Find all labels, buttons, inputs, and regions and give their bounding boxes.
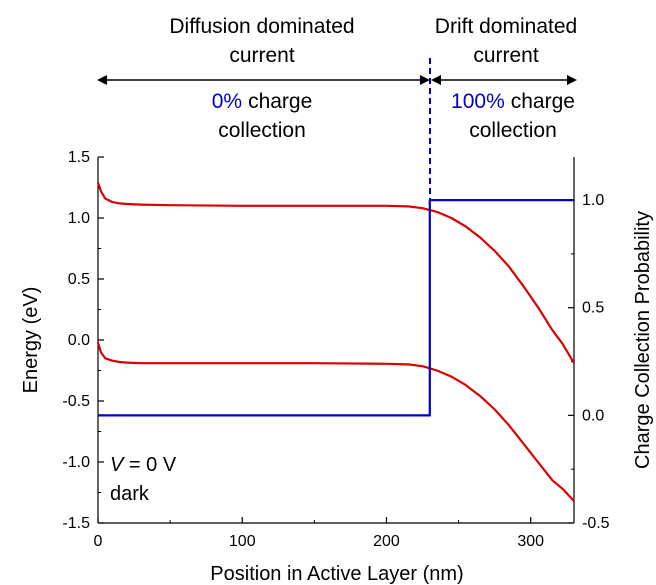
drift-cc-line1: 100% charge: [451, 90, 575, 113]
conduction-band-curve: [96, 182, 575, 364]
valence-band-curve: [96, 342, 575, 502]
x-tick-label: 200: [373, 533, 400, 550]
y2-tick-label: 0.5: [582, 300, 604, 317]
x-tick-label: 100: [229, 533, 256, 550]
series-layer: [96, 182, 575, 502]
x-axis-title: Position in Active Layer (nm): [210, 563, 463, 585]
y-tick-label: -0.5: [62, 393, 90, 410]
diffusion-title-line1: Diffusion dominated: [169, 15, 354, 38]
condition-light: dark: [110, 483, 150, 505]
condition-label: V = 0 V: [110, 454, 177, 476]
y-tick-label: 1.0: [68, 210, 90, 227]
y2-tick-label: 1.0: [582, 192, 604, 209]
y-tick-label: -1.0: [62, 454, 90, 471]
drift-cc-word: charge: [511, 90, 575, 113]
y2-tick-label: 0.0: [582, 407, 604, 424]
y-axis-title: Energy (eV): [20, 287, 42, 394]
y2-axis-title: Charge Collection Probability: [632, 211, 654, 469]
diffusion-cc-line2: collection: [218, 119, 306, 142]
drift-percent: 100%: [451, 90, 505, 113]
x-tick-label: 300: [517, 533, 544, 550]
tick-labels: 0 100 200 300 -1.5 -1.0 -0.5 0.0 0.5 1.0 1.5 -0.5 0.…: [62, 149, 609, 550]
axes: [97, 156, 575, 524]
y-tick-label: -1.5: [62, 515, 90, 532]
drift-region-arrow: [431, 75, 577, 85]
drift-title-line2: current: [473, 44, 539, 67]
y-tick-label: 0.5: [68, 271, 90, 288]
condition-variable: V: [110, 454, 125, 476]
drift-title-line1: Drift dominated: [435, 15, 577, 38]
y-tick-label: 1.5: [68, 149, 90, 166]
y-tick-label: 0.0: [68, 332, 90, 349]
y2-tick-label: -0.5: [582, 515, 610, 532]
diffusion-cc-line1: 0% charge: [212, 90, 313, 113]
x-tick-label: 0: [94, 533, 103, 550]
diffusion-title-line2: current: [229, 44, 295, 67]
condition-value: = 0 V: [123, 454, 176, 476]
drift-cc-line2: collection: [469, 119, 557, 142]
diffusion-region-arrow: [97, 75, 430, 85]
diffusion-cc-word: charge: [248, 90, 312, 113]
collection-probability-step: [98, 199, 574, 417]
diffusion-percent: 0%: [212, 90, 242, 113]
